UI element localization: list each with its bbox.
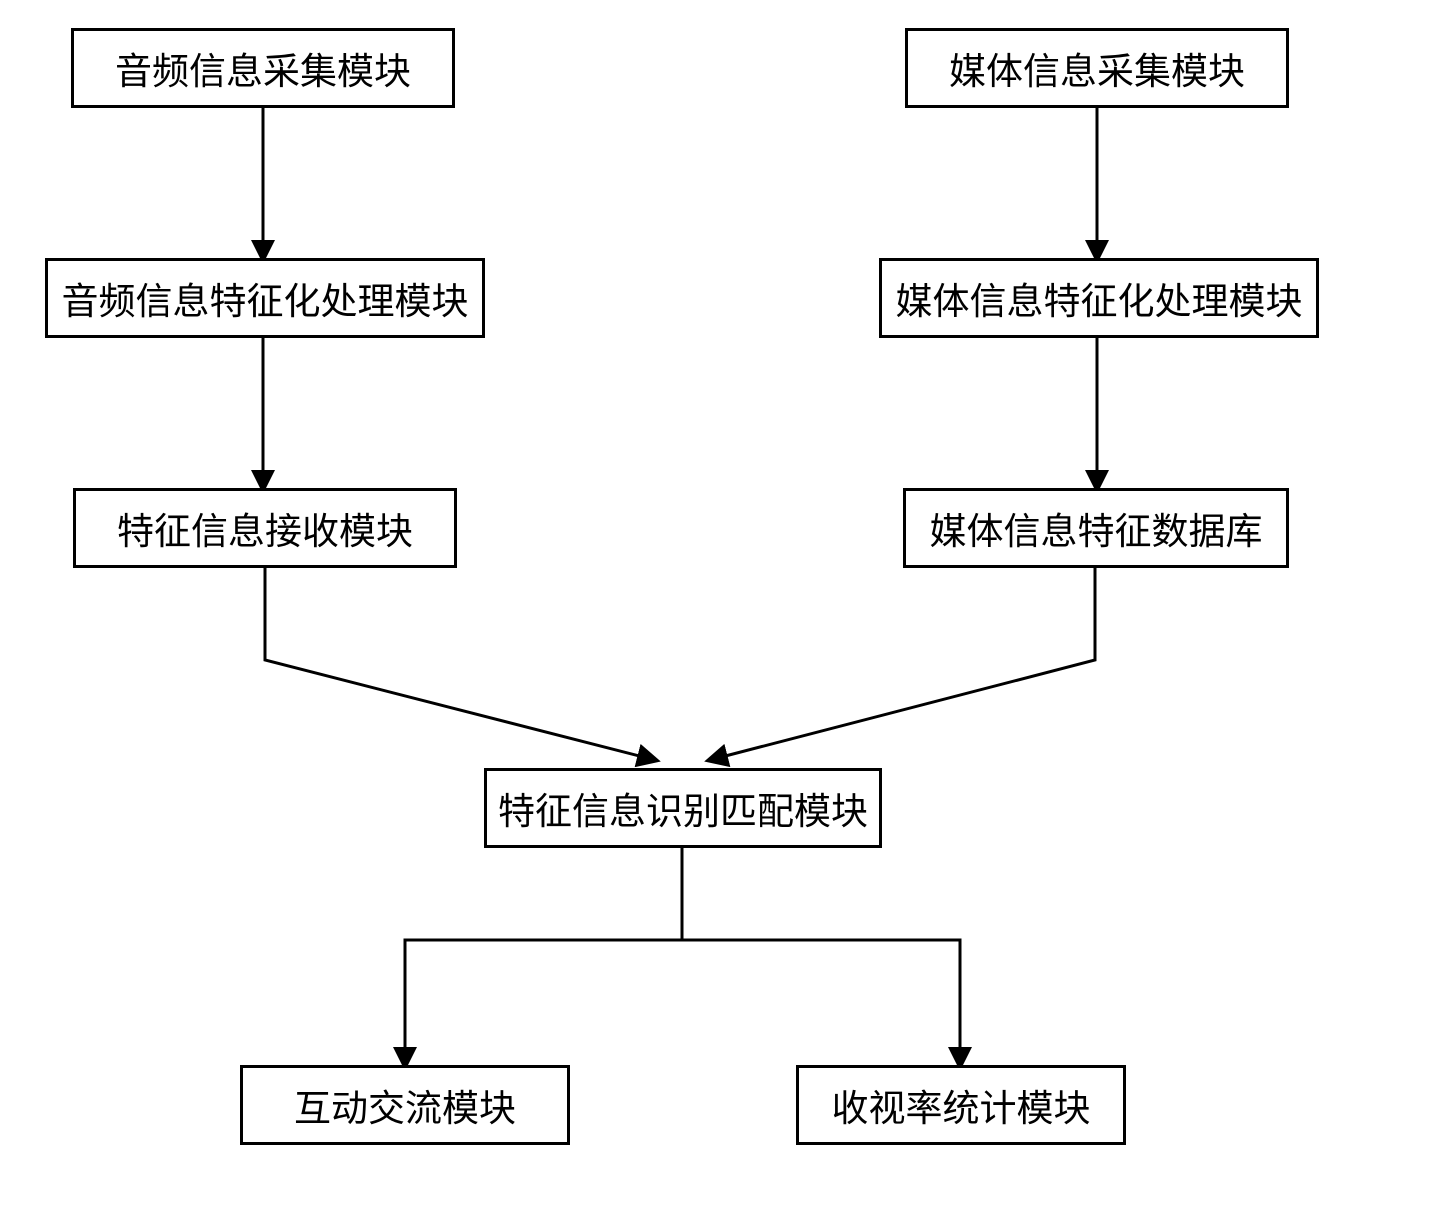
node-media-feature-db: 媒体信息特征数据库 — [903, 488, 1289, 568]
flow-edge — [265, 568, 655, 760]
node-label: 互动交流模块 — [294, 1078, 516, 1132]
flow-edge — [405, 848, 682, 1065]
node-feature-match: 特征信息识别匹配模块 — [484, 768, 882, 848]
node-rating-stats: 收视率统计模块 — [796, 1065, 1126, 1145]
node-interactive-comm: 互动交流模块 — [240, 1065, 570, 1145]
node-media-collection: 媒体信息采集模块 — [905, 28, 1289, 108]
flow-edge — [710, 568, 1095, 760]
flow-edge — [682, 848, 960, 1065]
node-label: 特征信息识别匹配模块 — [498, 781, 868, 835]
node-media-feature-proc: 媒体信息特征化处理模块 — [879, 258, 1319, 338]
node-label: 媒体信息特征数据库 — [930, 501, 1263, 555]
node-label: 媒体信息采集模块 — [949, 41, 1245, 95]
node-audio-feature-proc: 音频信息特征化处理模块 — [45, 258, 485, 338]
node-label: 音频信息采集模块 — [115, 41, 411, 95]
node-label: 特征信息接收模块 — [117, 501, 413, 555]
node-label: 媒体信息特征化处理模块 — [896, 271, 1303, 325]
node-audio-collection: 音频信息采集模块 — [71, 28, 455, 108]
node-label: 音频信息特征化处理模块 — [62, 271, 469, 325]
node-feature-receive: 特征信息接收模块 — [73, 488, 457, 568]
node-label: 收视率统计模块 — [832, 1078, 1091, 1132]
flowchart-edges — [0, 0, 1438, 1208]
